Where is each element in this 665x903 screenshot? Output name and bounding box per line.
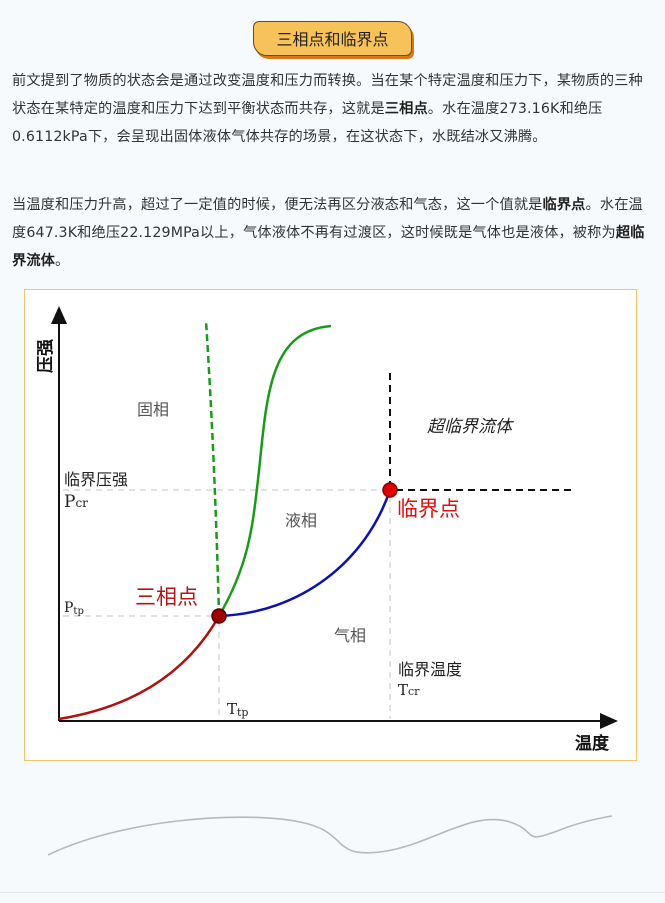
pcr-label: Pcr	[64, 492, 88, 512]
critical-pressure-label: 临界压强	[64, 470, 128, 489]
x-axis-label: 温度	[575, 733, 610, 754]
supercritical-boundary	[389, 373, 576, 491]
critical-point-marker	[382, 482, 398, 498]
text: 。	[55, 253, 70, 269]
vaporization-curve	[218, 489, 392, 618]
supercritical-label: 超临界流体	[427, 417, 514, 437]
section-title: 三相点和临界点	[253, 21, 412, 56]
phase-diagram-figure: 压强 温度 固相 液相 气相 超临界流体 临界压强 Pcr Ptp 临界温度 T…	[24, 289, 637, 761]
ptp-label: Ptp	[64, 600, 84, 617]
footer-divider	[0, 892, 665, 893]
section-title-wrap: 三相点和临界点	[0, 21, 665, 56]
text: 当温度和压力升高，超过了一定值的时候，便无法再区分液态和气态，这一个值就是	[12, 197, 543, 213]
gas-phase-label: 气相	[334, 626, 366, 645]
text: 。水在温度647.3K和绝压22.129MPa以上，气体液体不再有过渡区，这时候…	[12, 197, 643, 241]
text: 前文提到了物质的状态会是通过改变温度和压力而转换。当在某个特定温度和压力下，某物…	[12, 73, 643, 117]
melting-curve	[217, 324, 332, 617]
decorative-squiggle	[47, 815, 613, 856]
liquid-phase-label: 液相	[285, 511, 317, 530]
squiggle-line	[47, 815, 613, 856]
tcr-label: Tcr	[398, 681, 420, 699]
y-axis-label: 压强	[36, 339, 56, 373]
guide-lines	[63, 489, 391, 719]
triple-point-label: 三相点	[135, 585, 198, 609]
critical-point-label: 临界点	[397, 497, 460, 521]
critical-temperature-label: 临界温度	[398, 660, 462, 679]
melting-curve-dashed	[204, 320, 221, 617]
paragraph-critical-point: 当温度和压力升高，超过了一定值的时候，便无法再区分液态和气态，这一个值就是临界点…	[12, 191, 652, 275]
bold-term: 三相点	[384, 101, 428, 117]
text: 。水在温度273.16K和绝压0.6112kPa下，会呈现出固体液体气体共存的场…	[12, 101, 603, 145]
solid-phase-label: 固相	[137, 400, 169, 419]
sublimation-curve	[58, 615, 221, 721]
phase-diagram: 压强 温度 固相 液相 气相 超临界流体 临界压强 Pcr Ptp 临界温度 T…	[36, 306, 618, 754]
paragraph-triple-point: 前文提到了物质的状态会是通过改变温度和压力而转换。当在某个特定温度和压力下，某物…	[12, 67, 652, 151]
bold-term: 超临界流体	[12, 225, 645, 269]
bold-term: 临界点	[542, 197, 586, 213]
ttp-label: Ttp	[227, 700, 248, 719]
triple-point-marker	[211, 608, 227, 624]
